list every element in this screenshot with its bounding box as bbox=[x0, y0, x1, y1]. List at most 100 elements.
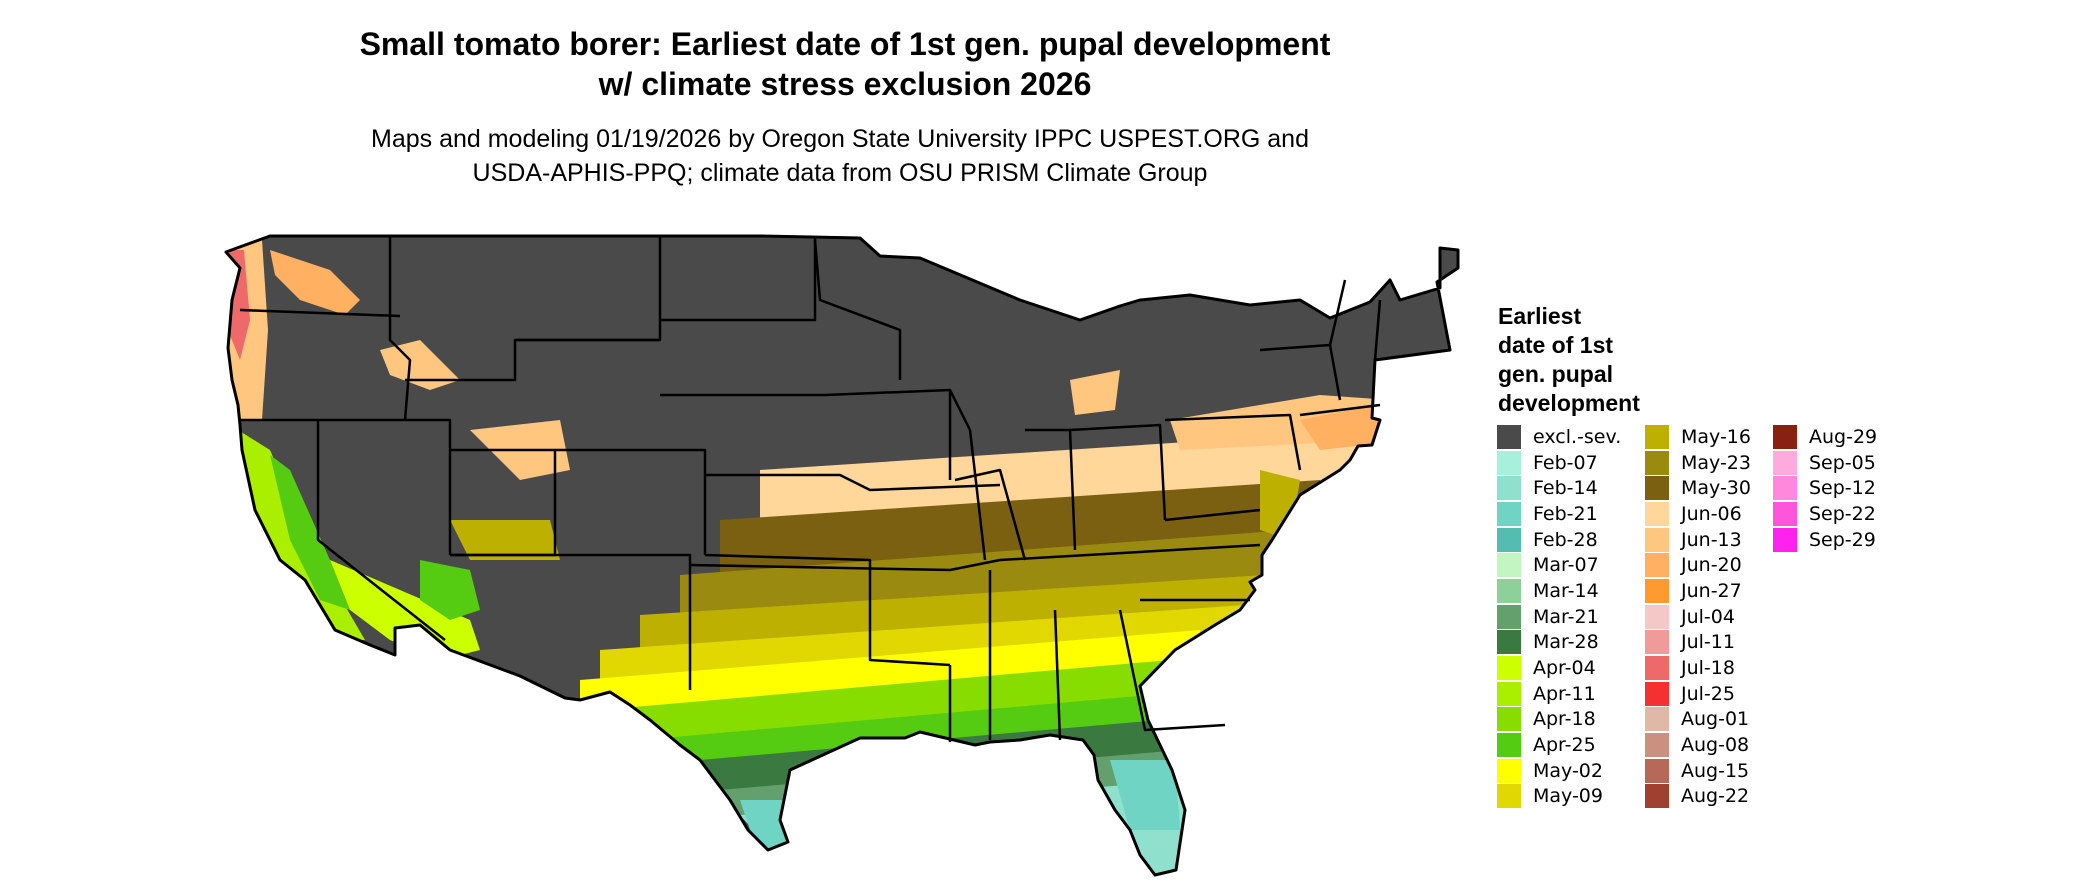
state-border bbox=[813, 239, 902, 380]
legend-swatch bbox=[1645, 707, 1669, 732]
legend-swatch bbox=[1645, 527, 1669, 552]
legend-swatch bbox=[1497, 553, 1521, 578]
legend-item: Jun-20 bbox=[1645, 552, 1751, 578]
legend-column: excl.-sev. Feb-07 Feb-14 Feb-21 Feb-28 Mar-07… bbox=[1497, 424, 1621, 809]
legend-swatch bbox=[1497, 707, 1521, 732]
legend-swatch bbox=[1497, 681, 1521, 706]
arizona-band bbox=[450, 520, 560, 560]
legend-label: Mar-07 bbox=[1533, 554, 1599, 577]
legend-item: Sep-22 bbox=[1773, 501, 1877, 527]
legend-label: Aug-01 bbox=[1681, 708, 1750, 731]
state-border bbox=[705, 473, 1001, 492]
legend-item: Feb-07 bbox=[1497, 450, 1621, 476]
legend-swatch bbox=[1497, 424, 1521, 449]
state-border bbox=[704, 553, 872, 600]
legend-label: May-30 bbox=[1681, 477, 1751, 500]
state-border bbox=[450, 553, 692, 690]
legend-swatch bbox=[1645, 733, 1669, 758]
legend-title-line: development bbox=[1498, 390, 1640, 416]
legend-item: Jun-13 bbox=[1645, 527, 1751, 553]
legend-label: Sep-05 bbox=[1809, 451, 1876, 474]
legend-item: Mar-07 bbox=[1497, 552, 1621, 578]
legend-label: Jul-11 bbox=[1681, 631, 1735, 654]
legend-title-line: Earliest bbox=[1498, 303, 1582, 329]
state-border bbox=[999, 543, 1261, 562]
legend-swatch bbox=[1497, 578, 1521, 603]
gulf-band bbox=[600, 660, 1170, 745]
legend-item: Aug-08 bbox=[1645, 732, 1751, 758]
legend-swatch bbox=[1497, 656, 1521, 681]
legend-title-line: date of 1st bbox=[1498, 332, 1614, 358]
legend-item: Apr-18 bbox=[1497, 707, 1621, 733]
legend-swatch bbox=[1645, 501, 1669, 526]
state-border bbox=[689, 558, 1001, 572]
florida-band bbox=[1110, 760, 1180, 830]
map-subtitle-line-1: Maps and modeling 01/19/2026 by Oregon S… bbox=[371, 125, 1309, 153]
state-border bbox=[1299, 403, 1381, 417]
legend-item: Mar-28 bbox=[1497, 630, 1621, 656]
legend-swatch bbox=[1497, 630, 1521, 655]
legend-item: May-16 bbox=[1645, 424, 1751, 450]
legend-swatch bbox=[1497, 527, 1521, 552]
state-border bbox=[1164, 413, 1302, 471]
legend-label: May-23 bbox=[1681, 451, 1751, 474]
legend-label: May-09 bbox=[1533, 785, 1603, 808]
legend-label: Sep-22 bbox=[1809, 502, 1876, 525]
legend-swatch bbox=[1645, 784, 1669, 809]
map-subtitle: Maps and modeling 01/19/2026 by Oregon S… bbox=[300, 122, 1380, 190]
state-boundaries bbox=[239, 236, 1382, 742]
legend-swatch bbox=[1645, 758, 1669, 783]
legend-label: Jul-18 bbox=[1681, 657, 1735, 680]
gulf-band bbox=[640, 695, 1150, 770]
legend-column: Aug-29 Sep-05 Sep-12 Sep-22 Sep-29 bbox=[1773, 424, 1877, 552]
puget-basin-band bbox=[270, 250, 360, 315]
map-subtitle-line-2: USDA-APHIS-PPQ; climate data from OSU PR… bbox=[472, 159, 1208, 187]
state-border bbox=[868, 600, 951, 667]
legend-item: Mar-14 bbox=[1497, 578, 1621, 604]
legend-swatch bbox=[1773, 424, 1797, 449]
legend-title: Earliest date of 1st gen. pupal developm… bbox=[1498, 302, 1718, 418]
state-border bbox=[318, 418, 452, 555]
legend-label: May-02 bbox=[1533, 759, 1603, 782]
map-fill bbox=[226, 236, 1458, 875]
legend-item: May-23 bbox=[1645, 450, 1751, 476]
legend-swatch bbox=[1497, 758, 1521, 783]
legend-label: Aug-08 bbox=[1681, 734, 1750, 757]
legend-item: May-30 bbox=[1645, 475, 1751, 501]
legend-label: Apr-04 bbox=[1533, 657, 1596, 680]
legend-label: Aug-15 bbox=[1681, 759, 1750, 782]
legend-swatch bbox=[1645, 681, 1669, 706]
legend-column: May-16 May-23 May-30 Jun-06 Jun-13 Jun-20 Jun-… bbox=[1645, 424, 1751, 809]
map-title-line-2: w/ climate stress exclusion 2026 bbox=[598, 66, 1092, 102]
legend-label: Feb-07 bbox=[1533, 451, 1598, 474]
legend-item: Aug-01 bbox=[1645, 707, 1751, 733]
legend-swatch bbox=[1773, 501, 1797, 526]
legend-item: Apr-25 bbox=[1497, 732, 1621, 758]
legend-swatch bbox=[1773, 527, 1797, 552]
legend-swatch bbox=[1497, 784, 1521, 809]
legend-item: Feb-14 bbox=[1497, 475, 1621, 501]
mid-south-band bbox=[680, 530, 1290, 625]
legend-item: Jun-27 bbox=[1645, 578, 1751, 604]
legend-item: Sep-29 bbox=[1773, 527, 1877, 553]
desert-band bbox=[420, 560, 480, 620]
legend-item: Sep-05 bbox=[1773, 450, 1877, 476]
legend-label: Feb-14 bbox=[1533, 477, 1598, 500]
legend-item: Mar-21 bbox=[1497, 604, 1621, 630]
legend-item: excl.-sev. bbox=[1497, 424, 1621, 450]
legend-label: Aug-22 bbox=[1681, 785, 1750, 808]
legend-label: Mar-14 bbox=[1533, 579, 1599, 602]
legend-swatch bbox=[1645, 476, 1669, 501]
legend-swatch bbox=[1645, 450, 1669, 475]
california-band bbox=[270, 455, 350, 610]
state-border bbox=[968, 429, 987, 561]
legend-label: Apr-18 bbox=[1533, 708, 1596, 731]
legend-label: Feb-21 bbox=[1533, 502, 1598, 525]
legend-swatch bbox=[1773, 476, 1797, 501]
state-border bbox=[954, 468, 1027, 561]
great-basin-patch bbox=[380, 340, 460, 390]
legend-label: Aug-29 bbox=[1809, 425, 1878, 448]
legend-item: Feb-28 bbox=[1497, 527, 1621, 553]
state-border bbox=[1328, 279, 1347, 346]
state-border bbox=[1118, 609, 1226, 732]
